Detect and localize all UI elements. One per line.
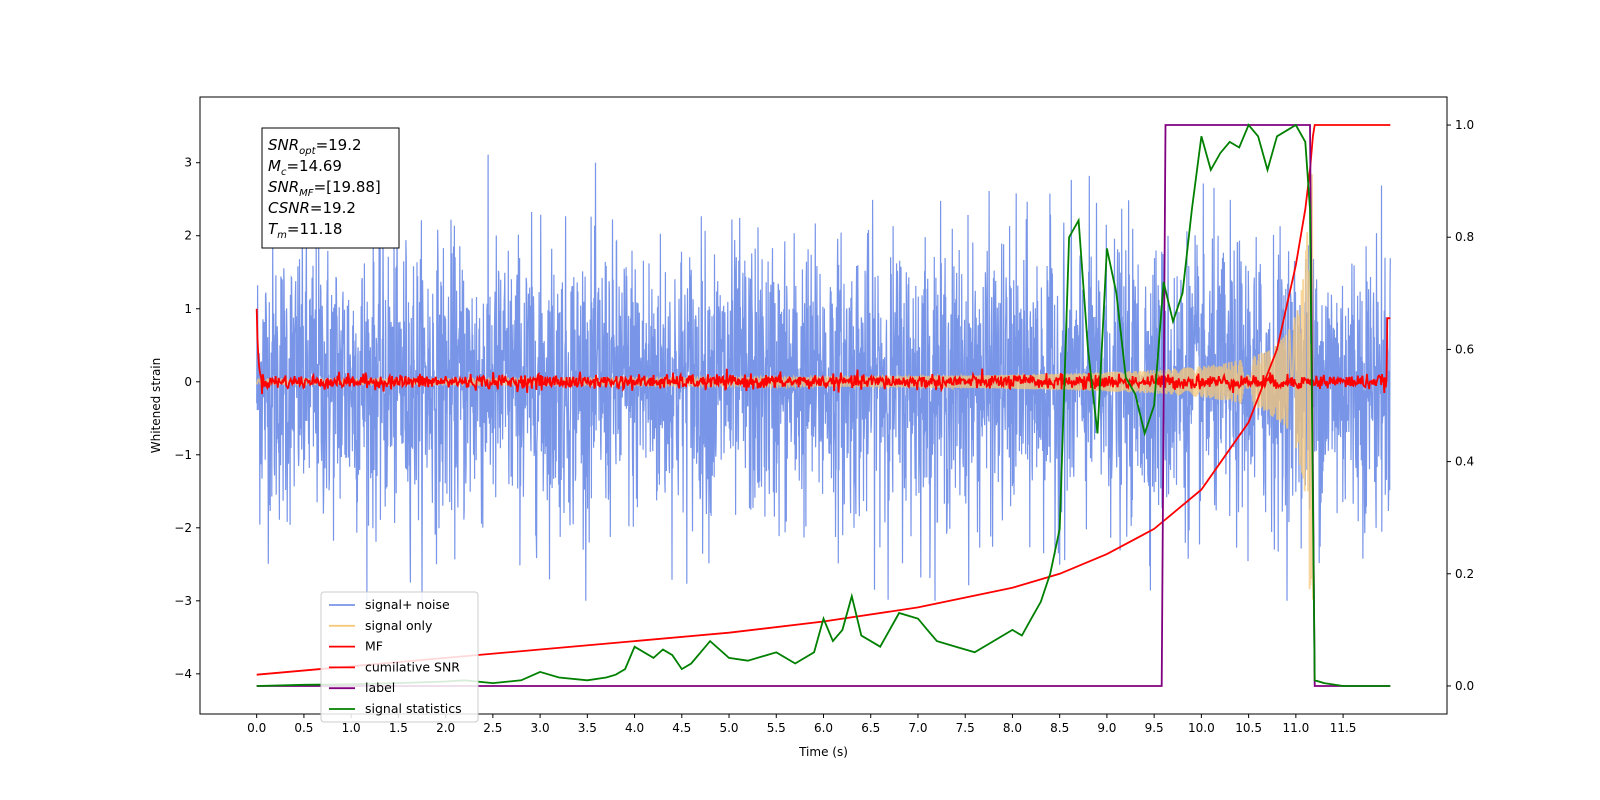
- x-tick-label: 0.0: [247, 721, 266, 735]
- x-tick-label: 3.5: [578, 721, 597, 735]
- x-tick-label: 5.0: [719, 721, 738, 735]
- x-tick-label: 6.5: [861, 721, 880, 735]
- x-tick-label: 4.5: [672, 721, 691, 735]
- x-tick-label: 6.0: [814, 721, 833, 735]
- series-signal-noise: [256, 154, 1391, 601]
- y-tick-label: 3: [184, 156, 192, 170]
- legend-entry-mf: MF: [365, 639, 383, 654]
- x-tick-label: 7.0: [908, 721, 927, 735]
- legend-entry-label: label: [365, 680, 395, 695]
- annotation-line: Tm=11.18: [268, 220, 342, 241]
- y2-tick-label: 0.2: [1455, 567, 1474, 581]
- series-layer: [255, 123, 1391, 687]
- y2-tick-label: 0.6: [1455, 342, 1474, 356]
- x-tick-label: 2.0: [436, 721, 455, 735]
- series-mf: [255, 308, 1391, 395]
- series-signal-statistics: [256, 123, 1391, 687]
- y-tick-label: −1: [174, 448, 192, 462]
- x-tick-label: 5.5: [767, 721, 786, 735]
- annotation-line: SNRopt=19.2: [268, 136, 362, 157]
- x-tick-label: 9.5: [1145, 721, 1164, 735]
- legend-entry-signal-only: signal only: [365, 618, 433, 633]
- x-tick-label: 7.5: [956, 721, 975, 735]
- annotation-line: Mc=14.69: [268, 157, 342, 178]
- x-tick-label: 2.5: [483, 721, 502, 735]
- x-tick-label: 9.0: [1097, 721, 1116, 735]
- y-tick-label: −2: [174, 521, 192, 535]
- legend-entry-cumilative-snr: cumilative SNR: [365, 659, 460, 674]
- y-tick-label: 0: [184, 375, 192, 389]
- x-tick-label: 3.0: [531, 721, 550, 735]
- y2-tick-label: 1.0: [1455, 118, 1474, 132]
- legend-entry-signal-statistics: signal statistics: [365, 701, 462, 716]
- y-axis-label: Whitened strain: [149, 358, 163, 454]
- x-tick-label: 1.5: [389, 721, 408, 735]
- y-tick-label: 1: [184, 302, 192, 316]
- legend-entry-signal-noise: signal+ noise: [365, 597, 450, 612]
- axes-layer: 0.0 0.5 1.0 1.5 2.0 2.5 3.0 3.5 4.0 4.5 5.0 5.5 6.0 6…: [174, 118, 1474, 735]
- y2-tick-label: 0.8: [1455, 230, 1474, 244]
- x-tick-label: 8.5: [1050, 721, 1069, 735]
- x-tick-label: 10.0: [1188, 721, 1215, 735]
- annotation-box: SNRopt=19.2Mc=14.69SNRMF=[19.88]CSNR=19.…: [261, 127, 400, 249]
- legend-frame: [320, 591, 479, 723]
- x-tick-label: 11.5: [1330, 721, 1357, 735]
- y-tick-label: −3: [174, 594, 192, 608]
- x-tick-label: 0.5: [294, 721, 313, 735]
- y-tick-label: −4: [174, 667, 192, 681]
- y2-tick-label: 0.4: [1455, 455, 1474, 469]
- x-axis-label: Time (s): [798, 745, 848, 759]
- x-tick-label: 1.0: [342, 721, 361, 735]
- legend: signal+ noise signal only MF cumilative SNR…: [320, 591, 479, 723]
- annotation-line: CSNR=19.2: [268, 199, 356, 217]
- x-tick-label: 11.0: [1282, 721, 1309, 735]
- x-tick-label: 8.0: [1003, 721, 1022, 735]
- series-label: [256, 124, 1391, 687]
- y2-tick-label: 0.0: [1455, 679, 1474, 693]
- x-tick-label: 10.5: [1235, 721, 1262, 735]
- x-tick-label: 4.0: [625, 721, 644, 735]
- annotation-frame: [261, 127, 400, 249]
- y-tick-label: 2: [184, 229, 192, 243]
- annotation-line: SNRMF=[19.88]: [268, 178, 381, 199]
